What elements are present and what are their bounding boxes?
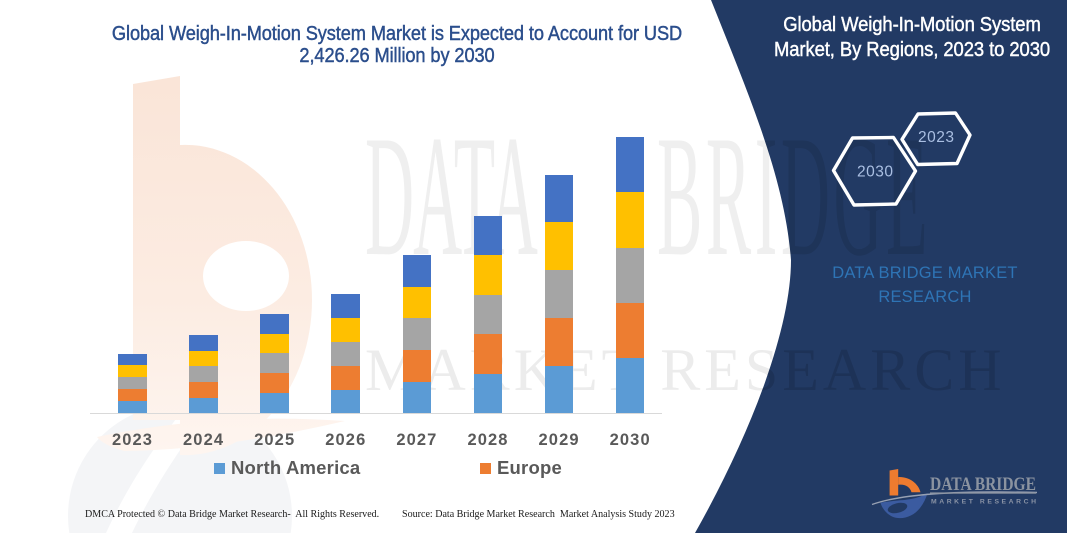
svg-text:DATA BRIDGE: DATA BRIDGE xyxy=(930,474,1036,495)
svg-text:2030: 2030 xyxy=(857,164,893,181)
svg-text:DATA: DATA xyxy=(365,101,538,292)
svg-text:MARKET RESEARCH: MARKET RESEARCH xyxy=(931,499,1036,506)
svg-text:2023: 2023 xyxy=(918,129,954,146)
